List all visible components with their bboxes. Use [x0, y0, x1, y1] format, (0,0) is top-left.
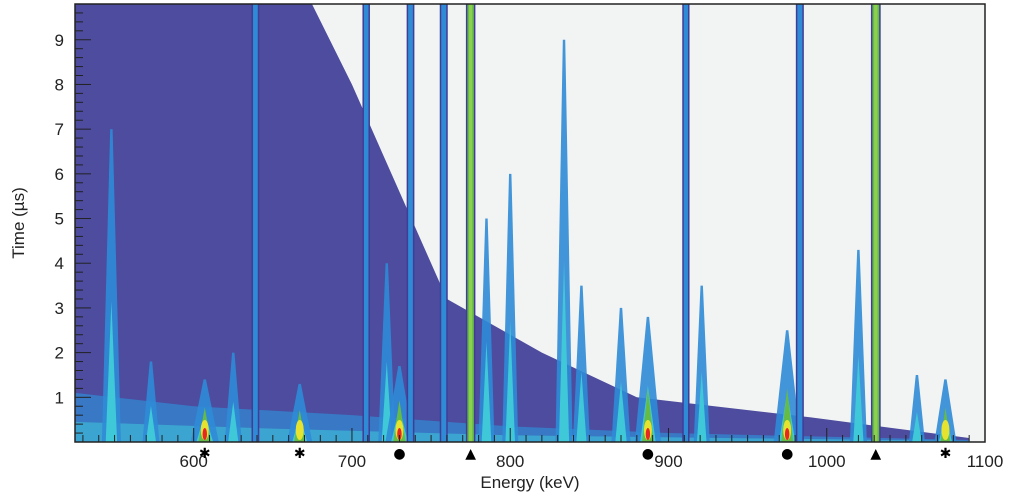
peak-mid — [615, 381, 627, 442]
y-tick-label: 5 — [55, 210, 64, 229]
triangle-marker: ▲ — [465, 446, 476, 462]
peak-tail — [502, 173, 519, 442]
x-tick-label: 1100 — [967, 452, 1004, 471]
x-axis-title: Energy (keV) — [480, 473, 579, 492]
peak-mid — [853, 355, 864, 442]
peak-tail — [101, 129, 121, 442]
triangle-marker: ▲ — [870, 446, 881, 462]
asterisk-marker: ✱ — [940, 446, 952, 462]
peak — [502, 173, 519, 442]
peak — [362, 4, 370, 442]
peak-hot — [295, 420, 304, 440]
asterisk-marker: ✱ — [199, 446, 211, 462]
x-tick-label: 600 — [180, 452, 208, 471]
peak-max — [397, 428, 402, 440]
y-tick-label: 4 — [55, 254, 64, 273]
peak-mid — [576, 371, 587, 442]
peak-tail — [634, 316, 661, 442]
x-axis: 600 700 800 900 1000 1100 — [82, 428, 1004, 471]
peak-tail — [142, 361, 160, 442]
y-tick-label: 2 — [55, 344, 64, 363]
peak-tail — [572, 285, 590, 442]
peak — [795, 4, 804, 442]
x-tick-label: 1000 — [808, 452, 846, 471]
peak-max — [202, 428, 207, 440]
y-tick-label: 1 — [55, 388, 64, 407]
peak — [693, 285, 710, 442]
circle-marker: ● — [781, 446, 793, 462]
peak-mid — [558, 260, 570, 442]
peak-mid — [505, 321, 516, 442]
peak-band — [683, 4, 689, 442]
y-tick-label: 3 — [55, 299, 64, 318]
y-tick-label: 6 — [55, 165, 64, 184]
peak — [465, 4, 476, 442]
peak-markers: ✱ ✱ ● ▲ ● ● ▲ ✱ — [199, 446, 951, 462]
asterisk-marker: ✱ — [294, 446, 306, 462]
peaks-layer — [101, 4, 957, 443]
peak-tail — [908, 374, 925, 442]
x-tick-label: 700 — [338, 452, 366, 471]
peak-mid — [912, 411, 922, 442]
peak-mid — [105, 301, 118, 442]
peak — [934, 379, 957, 442]
plot-frame — [74, 3, 986, 443]
peak — [406, 4, 415, 442]
peak — [555, 39, 573, 443]
y-axis: 1 2 3 4 5 6 7 8 9 — [55, 3, 91, 434]
y-tick-label: 9 — [55, 31, 64, 50]
peak-tail — [478, 218, 495, 442]
peak — [385, 366, 414, 442]
peak — [572, 285, 590, 442]
y-tick-label: 8 — [55, 75, 64, 94]
peak-mid — [228, 401, 239, 442]
peak-max — [645, 428, 651, 440]
peak-band — [408, 4, 413, 442]
peak-hot — [941, 420, 950, 440]
peak — [251, 4, 260, 442]
peak-max — [784, 428, 790, 440]
peak-tail — [849, 249, 867, 442]
peak — [142, 361, 160, 442]
x-tick-label: 800 — [496, 452, 524, 471]
peak — [287, 383, 313, 442]
peak-mid — [145, 405, 157, 442]
peak — [634, 316, 661, 442]
peak-band — [441, 4, 447, 442]
peak-core — [874, 4, 878, 442]
peak — [611, 307, 631, 442]
peak — [773, 330, 801, 442]
peak — [478, 218, 495, 442]
y-tick-label: 7 — [55, 120, 64, 139]
circle-marker: ● — [642, 446, 654, 462]
peak-mid — [696, 371, 707, 442]
peak-tail — [773, 330, 801, 442]
peak-band — [797, 4, 803, 442]
peak-tail — [224, 352, 242, 442]
peak — [908, 374, 925, 442]
peak — [101, 129, 121, 442]
peak-tail — [693, 285, 710, 442]
peak-core — [469, 4, 473, 442]
peak-tail — [555, 39, 573, 443]
circle-marker: ● — [393, 446, 405, 462]
peak — [190, 379, 219, 442]
peak — [870, 4, 881, 442]
peak-band — [363, 4, 369, 442]
peak — [439, 4, 448, 442]
peak — [682, 4, 690, 442]
peak-band — [253, 4, 258, 442]
background-density — [75, 4, 970, 442]
peak-tail — [378, 263, 396, 442]
peak — [224, 352, 242, 442]
peak-tail — [611, 307, 631, 442]
peak-mid — [481, 341, 492, 442]
y-axis-title: Time (µs) — [9, 187, 28, 259]
x-tick-label: 900 — [654, 452, 682, 471]
peak — [849, 249, 867, 442]
